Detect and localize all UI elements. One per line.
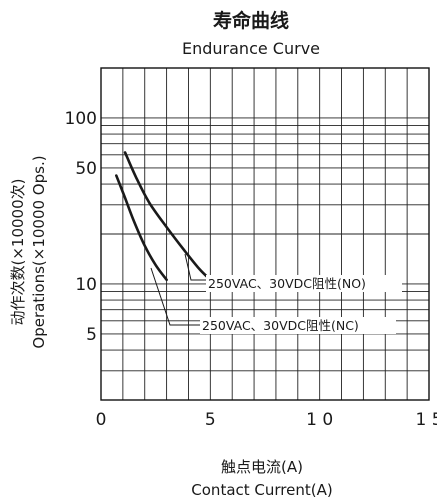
x-axis-label-en: Contact Current(A) (191, 481, 332, 499)
series-label: 250VAC、30VDC阻性(NO) (208, 276, 366, 291)
annotation-background (200, 317, 396, 334)
series-label: 250VAC、30VDC阻性(NC) (202, 318, 359, 333)
tick-labels: 051 01 551050100 (65, 109, 437, 430)
annotation-leader (150, 267, 200, 326)
y-tick-label: 5 (86, 325, 97, 345)
y-tick-label: 50 (75, 159, 97, 179)
series-curves (115, 151, 212, 282)
x-tick-label: 1 0 (306, 410, 333, 430)
plot-border (100, 67, 430, 401)
y-tick-label: 100 (65, 109, 97, 129)
chart-subtitle: Endurance Curve (182, 39, 320, 58)
y-axis-label: 动作次数(×10000次) (9, 179, 27, 326)
x-tick-label: 1 5 (415, 410, 437, 430)
series-line-nc (115, 174, 168, 282)
series-line-no (123, 151, 212, 282)
curve-annotations: 250VAC、30VDC阻性(NO) 250VAC、30VDC阻性(NC) (150, 253, 402, 334)
grid-lines (100, 67, 430, 401)
plot-frame (100, 67, 430, 401)
annotation-background (206, 275, 402, 292)
y-axis-label-en: Operations(×10000 Ops.) (30, 155, 48, 348)
x-axis-label: 触点电流(A) (221, 458, 303, 476)
annotation-leader (184, 253, 206, 281)
x-tick-label: 5 (205, 410, 216, 430)
x-tick-label: 0 (96, 410, 107, 430)
chart-title: 寿命曲线 (213, 9, 289, 32)
y-tick-label: 10 (75, 275, 97, 295)
